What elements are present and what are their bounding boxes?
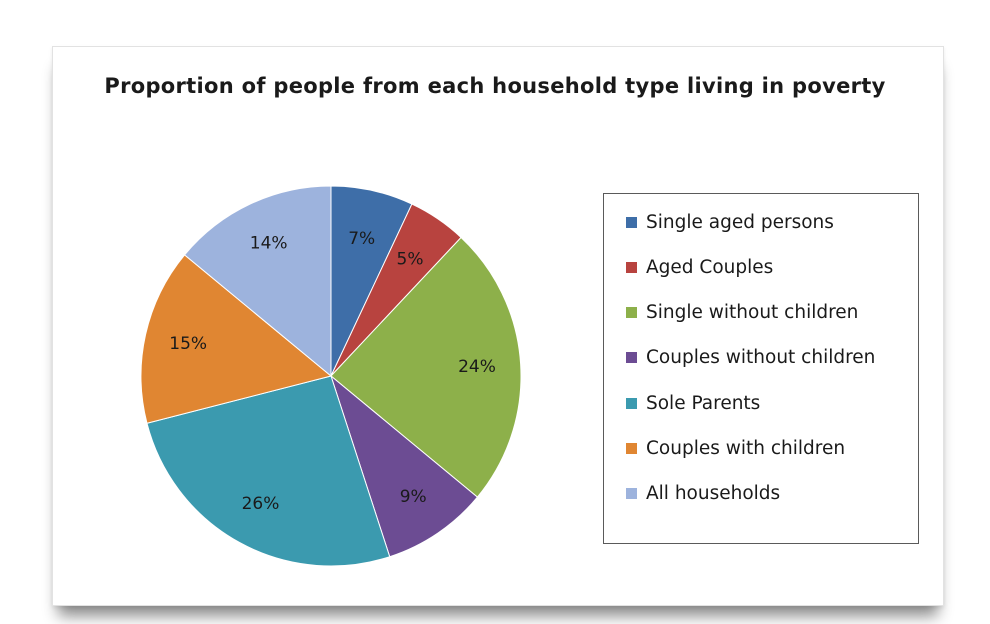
legend-label: All households	[646, 483, 781, 505]
legend-swatch	[626, 443, 637, 454]
pie-slice-single-without-children	[330, 236, 522, 498]
legend-label: Single aged persons	[646, 211, 834, 233]
data-label-couples-with-children: 15%	[169, 334, 207, 354]
legend-label: Sole Parents	[646, 392, 761, 414]
data-label-couples-without-children: 9%	[400, 487, 427, 507]
pie-slice-sole-parents	[146, 375, 391, 567]
legend-item-couples-with-children: Couples with children	[626, 437, 845, 461]
data-label-single-aged-persons: 7%	[348, 229, 375, 249]
legend-swatch	[626, 261, 637, 273]
pie-slice-couples-without-children	[329, 374, 479, 558]
legend-label: Aged Couples	[646, 256, 774, 278]
legend-item-single-aged-persons: Single aged persons	[626, 210, 834, 234]
data-label-sole-parents: 26%	[242, 494, 280, 514]
legend-swatch	[626, 307, 637, 319]
chart-title: Proportion of people from each household…	[104, 74, 886, 98]
legend-label: Couples without children	[646, 347, 876, 369]
legend-swatch	[626, 488, 637, 500]
legend-item-couples-without-children: Couples without children	[626, 346, 875, 370]
pie-slice-all-households	[183, 185, 332, 378]
legend-item-single-without-children: Single without children	[626, 301, 858, 325]
legend-item-sole-parents: Sole Parents	[626, 391, 760, 415]
legend-swatch	[626, 216, 637, 228]
legend-swatch	[626, 352, 637, 364]
legend-label: Single without children	[646, 302, 859, 324]
pie-slice-couples-with-children	[140, 254, 333, 424]
data-label-all-households: 14%	[250, 234, 288, 254]
chart-legend: Single aged persons Aged Couples Single wi…	[603, 193, 919, 544]
legend-label: Couples with children	[646, 438, 846, 459]
data-label-aged-couples: 5%	[397, 250, 424, 270]
legend-swatch	[626, 397, 637, 409]
legend-item-aged-couples: Aged Couples	[626, 255, 773, 279]
legend-item-all-households: All households	[626, 482, 780, 506]
data-label-single-without-children: 24%	[458, 357, 496, 377]
